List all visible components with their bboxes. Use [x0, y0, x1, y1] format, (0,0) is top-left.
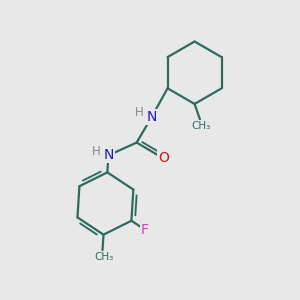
Text: H: H — [92, 145, 100, 158]
Text: O: O — [158, 151, 169, 165]
Text: N: N — [146, 110, 157, 124]
Text: CH₃: CH₃ — [192, 121, 211, 131]
Text: H: H — [135, 106, 143, 119]
Text: N: N — [103, 148, 114, 162]
Text: F: F — [141, 223, 149, 237]
Text: CH₃: CH₃ — [94, 252, 114, 262]
